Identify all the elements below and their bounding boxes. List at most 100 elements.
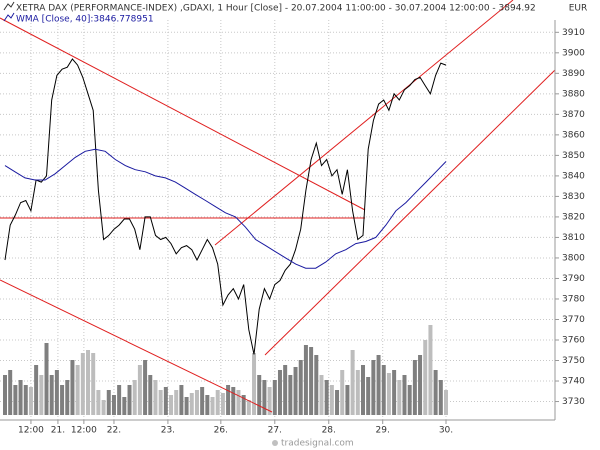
wma-line	[4, 148, 447, 269]
volume-bar	[23, 385, 28, 415]
volume-bar	[174, 390, 179, 415]
volume-bar	[350, 350, 355, 415]
volume-bar	[184, 397, 189, 415]
x-tick-label: 26.	[214, 426, 228, 436]
volume-bar	[163, 387, 168, 415]
volume-bar	[44, 343, 49, 415]
volume-bars	[3, 325, 448, 415]
volume-bar	[381, 365, 386, 415]
volume-bar	[220, 393, 225, 415]
y-tick-label: 3790	[562, 274, 585, 284]
volume-bar	[28, 387, 33, 415]
volume-bar	[386, 373, 391, 415]
price-line	[4, 58, 447, 355]
volume-bar	[148, 375, 153, 415]
y-tick-label: 3910	[562, 28, 585, 38]
volume-bar	[8, 370, 13, 415]
volume-bar	[194, 390, 199, 415]
volume-bar	[60, 385, 65, 415]
volume-bar	[3, 375, 7, 415]
volume-bar	[428, 325, 433, 415]
grid	[0, 20, 555, 420]
volume-bar	[137, 365, 142, 415]
y-tick-label: 3740	[562, 377, 585, 387]
volume-bar	[412, 360, 417, 415]
y-tick-label: 3870	[562, 110, 585, 120]
volume-bar	[329, 385, 334, 415]
volume-bar	[267, 387, 272, 415]
volume-bar	[80, 353, 85, 415]
trend-line	[264, 69, 556, 356]
volume-bar	[298, 360, 303, 415]
y-tick-label: 3730	[562, 397, 585, 407]
volume-bar	[34, 365, 39, 415]
volume-bar	[158, 390, 163, 415]
volume-bar	[49, 375, 54, 415]
volume-bar	[215, 390, 220, 415]
volume-bar	[143, 360, 148, 415]
volume-bar	[283, 365, 288, 415]
y-tick-label: 3880	[562, 89, 585, 99]
volume-bar	[241, 395, 246, 415]
volume-bar	[96, 390, 101, 415]
volume-bar	[303, 345, 308, 415]
volume-bar	[106, 390, 111, 415]
x-tick-label: 27.	[268, 426, 282, 436]
volume-bar	[117, 385, 122, 415]
x-tick-label: 29.	[376, 426, 390, 436]
y-tick-label: 3760	[562, 336, 585, 346]
y-tick-label: 3890	[562, 69, 585, 79]
volume-bar	[210, 397, 215, 415]
volume-bar	[402, 375, 407, 415]
volume-bar	[257, 375, 262, 415]
volume-bar	[246, 400, 251, 415]
volume-bar	[314, 355, 319, 415]
x-tick-label: 12:00	[18, 426, 44, 436]
volume-bar	[111, 395, 116, 415]
volume-bar	[293, 367, 298, 415]
currency: EUR	[569, 4, 588, 14]
volume-bar	[345, 385, 350, 415]
x-tick-label: 28.	[322, 426, 336, 436]
volume-bar	[231, 387, 236, 415]
volume-bar	[355, 370, 360, 415]
volume-bar	[340, 370, 345, 415]
x-tick-label: 12:00	[71, 426, 97, 436]
volume-bar	[324, 380, 329, 415]
volume-bar	[205, 395, 210, 415]
volume-bar	[252, 353, 257, 415]
y-tick-label: 3900	[562, 48, 585, 58]
y-tick-label: 3770	[562, 315, 585, 325]
volume-bar	[392, 370, 397, 415]
volume-bar	[13, 385, 18, 415]
volume-bar	[376, 355, 381, 415]
volume-bar	[272, 380, 277, 415]
trend-line	[214, 0, 514, 246]
x-tick-label: 30.	[439, 426, 453, 436]
chart-title: XETRA DAX (PERFORMANCE-INDEX) ,GDAXI, 1 …	[16, 4, 536, 14]
y-tick-label: 3860	[562, 130, 585, 140]
volume-bar	[371, 360, 376, 415]
volume-bar	[309, 347, 314, 415]
volume-bar	[122, 397, 127, 415]
indicator-icon	[3, 12, 15, 22]
volume-bar	[101, 400, 106, 415]
y-tick-label: 3780	[562, 294, 585, 304]
volume-bar	[262, 380, 267, 415]
y-tick-label: 3800	[562, 253, 585, 263]
x-tick-label: 22.	[107, 426, 121, 436]
trend-line	[0, 17, 366, 211]
volume-bar	[127, 385, 132, 415]
x-tick-label: 21.	[51, 426, 65, 436]
volume-bar	[335, 390, 340, 415]
axis-labels: 3730 3740 3750 3760 3770 3780 3790 3800 3810 3820…	[18, 28, 585, 436]
volume-bar	[277, 370, 282, 415]
volume-bar	[366, 377, 371, 415]
volume-bar	[444, 390, 448, 415]
trend-lines	[0, 0, 556, 413]
volume-bar	[288, 375, 293, 415]
volume-bar	[169, 395, 174, 415]
y-tick-label: 3820	[562, 212, 585, 222]
footer: tradesignal.com	[281, 439, 354, 449]
